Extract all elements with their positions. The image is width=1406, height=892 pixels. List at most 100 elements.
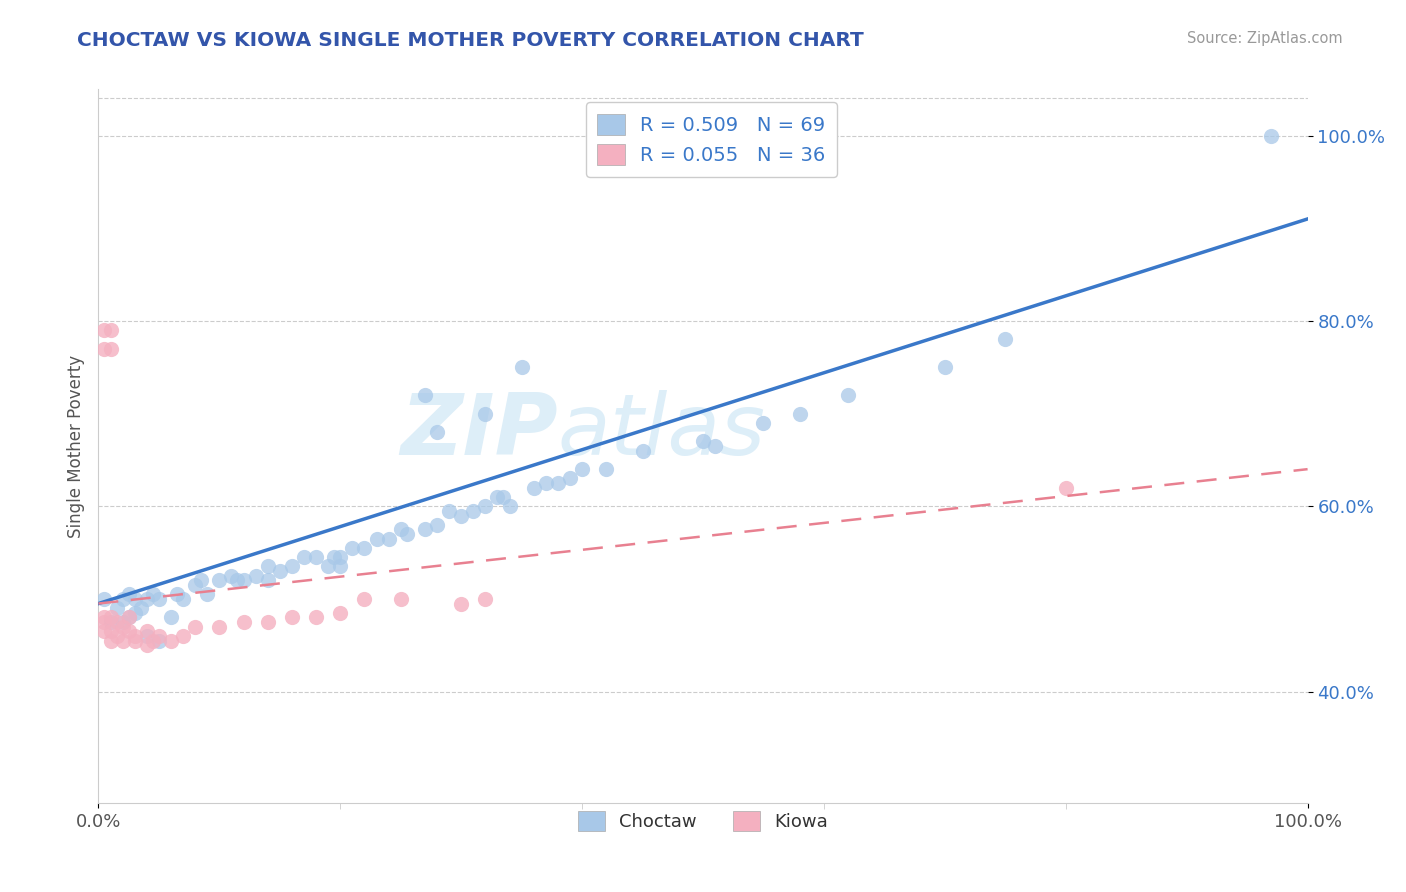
Point [172,629,194,643]
Point [692,434,714,449]
Point [148,591,170,606]
Point [184,620,207,634]
Point [281,610,304,624]
Point [395,527,418,541]
Point [426,517,449,532]
Point [450,597,472,611]
Text: ZIP: ZIP [401,390,558,474]
Point [129,601,152,615]
Point [510,360,533,375]
Point [100,633,122,648]
Point [256,615,278,629]
Point [389,591,412,606]
Point [353,541,375,555]
Point [389,523,412,537]
Point [437,504,460,518]
Point [135,591,157,606]
Point [93,342,115,356]
Point [135,638,157,652]
Point [534,476,557,491]
Point [281,559,304,574]
Point [93,323,115,337]
Point [595,462,617,476]
Point [323,550,346,565]
Point [316,559,339,574]
Point [269,564,291,578]
Point [100,323,122,337]
Point [523,481,546,495]
Point [474,500,496,514]
Point [93,591,115,606]
Point [100,615,122,629]
Point [118,610,141,624]
Point [100,624,122,639]
Point [366,532,388,546]
Point [105,601,128,615]
Point [160,610,183,624]
Point [226,574,249,588]
Point [148,633,170,648]
Point [124,606,146,620]
Point [124,629,146,643]
Point [837,388,859,402]
Point [118,587,141,601]
Point [166,587,188,601]
Point [789,407,811,421]
Point [232,574,254,588]
Point [111,633,134,648]
Point [148,629,170,643]
Point [329,606,352,620]
Point [474,407,496,421]
Point [547,476,569,491]
Point [752,416,775,430]
Point [305,550,328,565]
Point [1260,128,1282,143]
Point [93,615,115,629]
Point [100,342,122,356]
Point [118,610,141,624]
Point [413,388,436,402]
Point [111,591,134,606]
Point [353,591,375,606]
Point [208,620,231,634]
Point [124,591,146,606]
Point [111,620,134,634]
Point [305,610,328,624]
Point [426,425,449,439]
Point [571,462,593,476]
Point [93,624,115,639]
Point [256,559,278,574]
Point [631,443,654,458]
Point [195,587,218,601]
Point [135,629,157,643]
Point [232,615,254,629]
Point [463,504,485,518]
Point [118,624,141,639]
Point [486,490,509,504]
Point [142,587,165,601]
Point [100,610,122,624]
Point [93,610,115,624]
Y-axis label: Single Mother Poverty: Single Mother Poverty [66,354,84,538]
Point [329,559,352,574]
Point [413,523,436,537]
Point [377,532,399,546]
Text: CHOCTAW VS KIOWA SINGLE MOTHER POVERTY CORRELATION CHART: CHOCTAW VS KIOWA SINGLE MOTHER POVERTY C… [77,31,865,50]
Point [292,550,315,565]
Point [190,574,212,588]
Text: atlas: atlas [558,390,766,474]
Point [994,333,1017,347]
Text: Source: ZipAtlas.com: Source: ZipAtlas.com [1187,31,1343,46]
Point [492,490,515,504]
Point [124,633,146,648]
Point [1054,481,1077,495]
Legend: Choctaw, Kiowa: Choctaw, Kiowa [565,798,841,844]
Point [172,591,194,606]
Point [221,568,243,582]
Point [105,629,128,643]
Point [105,615,128,629]
Point [245,568,267,582]
Point [934,360,956,375]
Point [142,633,165,648]
Point [450,508,472,523]
